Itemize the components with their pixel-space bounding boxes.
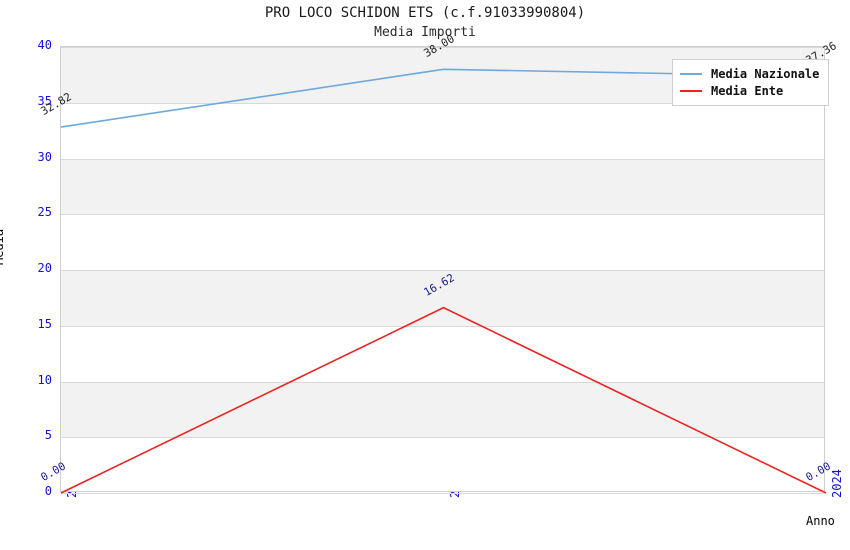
plot-area: 32.82 38.00 37.36 0.00 16.62 0.00	[39, 32, 839, 494]
y-tick-label: 5	[44, 428, 52, 443]
legend-color-swatch	[680, 89, 702, 92]
y-tick-label: 40	[37, 38, 52, 52]
gridline	[61, 47, 824, 48]
y-tick-label: 30	[37, 149, 52, 164]
legend-item-label: Media Nazionale	[711, 66, 820, 81]
chart-legend[interactable]: Media Nazionale Media Ente	[672, 59, 830, 106]
background-band	[61, 158, 824, 215]
chart-subtitle: Media Importi	[374, 25, 476, 40]
y-axis-label: Media	[0, 228, 6, 265]
legend-item[interactable]: Media Ente	[680, 82, 819, 99]
gridline	[61, 437, 824, 438]
y-tick-label: 10	[37, 372, 52, 387]
x-axis-label: Anno	[806, 514, 835, 528]
y-tick-label: 20	[37, 261, 52, 275]
series-line	[60, 306, 827, 494]
gridline	[61, 326, 824, 327]
gridline	[61, 493, 824, 494]
legend-item[interactable]: Media Nazionale	[680, 65, 819, 82]
gridline	[61, 214, 824, 215]
y-tick-label: 25	[37, 205, 52, 220]
background-band	[61, 381, 824, 438]
gridline	[61, 159, 824, 160]
gridline	[61, 103, 824, 104]
gridline	[61, 382, 824, 383]
series-lines	[60, 68, 827, 494]
y-tick-label: 0	[44, 484, 52, 498]
y-tick-label: 35	[37, 93, 52, 108]
legend-item-label: Media Ente	[711, 83, 784, 98]
legend-color-swatch	[680, 72, 702, 75]
x-tick-label: 2024	[830, 469, 844, 498]
background-band	[61, 270, 824, 326]
gridline	[61, 270, 824, 271]
y-tick-label: 15	[37, 316, 52, 331]
chart-title: PRO LOCO SCHIDON ETS (c.f.91033990804)	[264, 5, 586, 21]
